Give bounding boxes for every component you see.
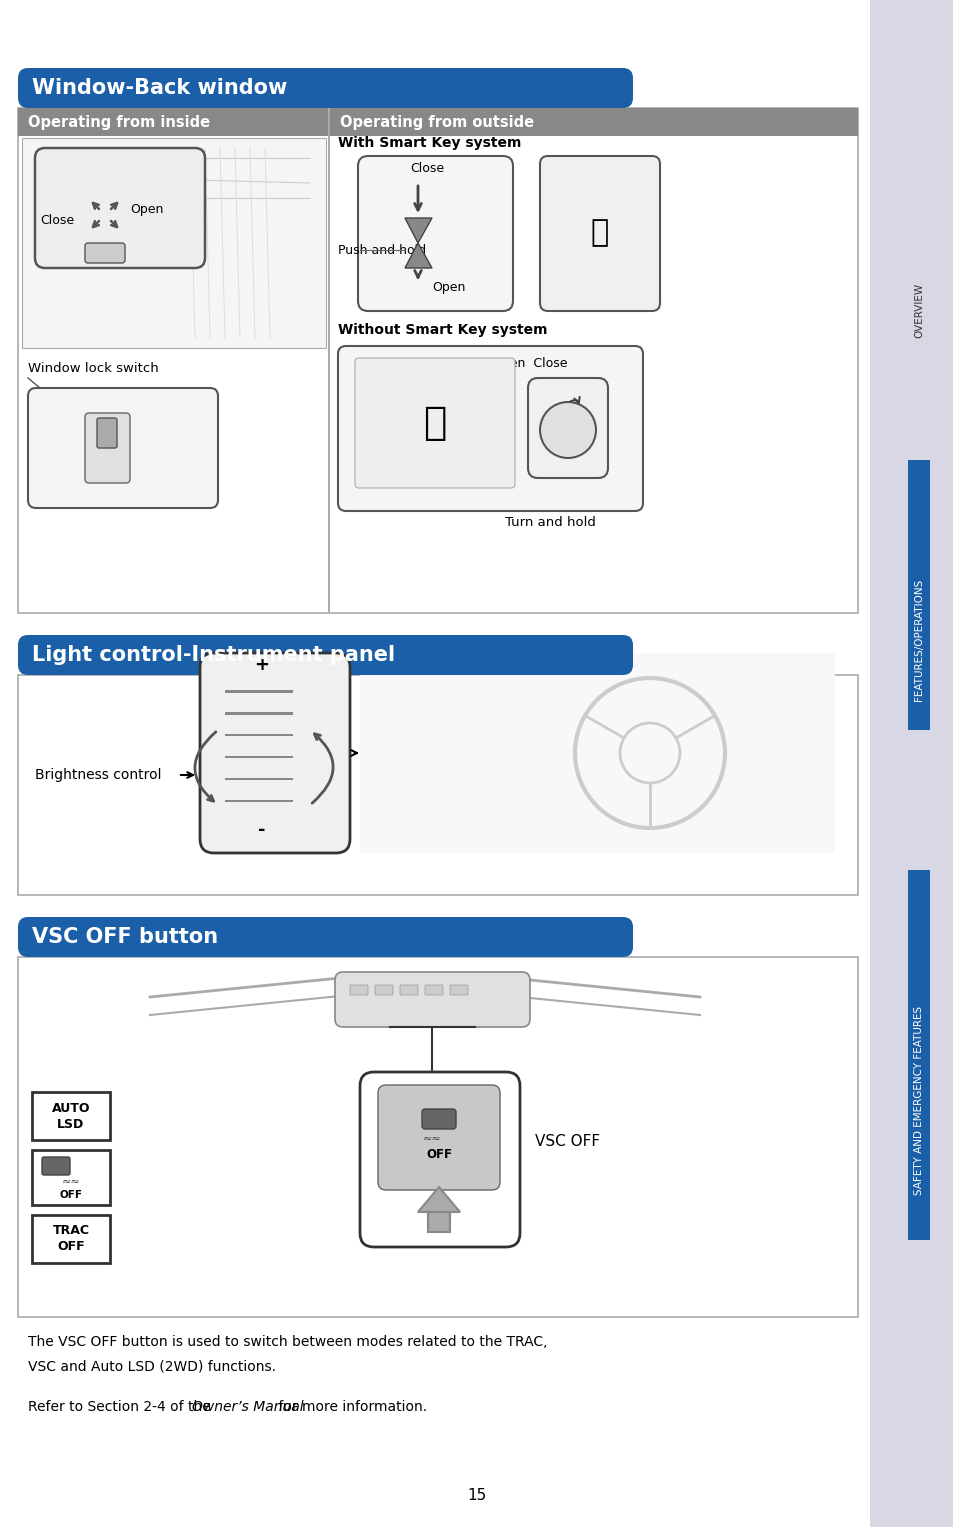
Text: Light control-Instrument panel: Light control-Instrument panel [32,644,395,664]
Text: Operating from outside: Operating from outside [339,115,534,130]
Text: ≈≈: ≈≈ [422,1135,441,1144]
Text: Open  Close: Open Close [492,356,567,370]
Polygon shape [417,1186,459,1212]
Text: With Smart Key system: With Smart Key system [337,136,521,150]
Bar [225,756,293,757]
Text: AUTO
LSD: AUTO LSD [51,1101,91,1130]
FancyBboxPatch shape [18,635,633,675]
FancyBboxPatch shape [355,357,515,489]
Text: 🚙: 🚙 [590,218,608,247]
Bar [32,1215,110,1263]
FancyBboxPatch shape [28,388,218,508]
Bar [907,460,929,730]
Bar [225,777,293,780]
Text: 🚙: 🚙 [423,405,446,441]
Bar [225,712,293,715]
Text: ▲: ▲ [434,1112,444,1125]
FancyBboxPatch shape [97,418,117,447]
Text: +: + [254,657,269,673]
Bar [18,108,330,136]
Text: VSC OFF: VSC OFF [535,1135,599,1150]
Bar [330,108,857,136]
Text: Brightness control: Brightness control [35,768,161,782]
Bar [18,957,857,1316]
FancyBboxPatch shape [539,156,659,312]
FancyBboxPatch shape [35,148,205,269]
FancyBboxPatch shape [399,985,417,996]
Bar [18,108,857,612]
Bar [225,690,293,693]
Text: FEATURES/OPERATIONS: FEATURES/OPERATIONS [913,579,923,701]
FancyBboxPatch shape [357,156,513,312]
Text: OVERVIEW: OVERVIEW [913,282,923,337]
FancyBboxPatch shape [85,243,125,263]
Text: Open: Open [432,281,465,295]
Bar [869,0,953,1527]
Polygon shape [405,243,432,269]
FancyBboxPatch shape [200,654,350,854]
Polygon shape [405,218,432,243]
Bar [907,870,929,1240]
Text: Owner’s Manual: Owner’s Manual [192,1400,303,1414]
FancyBboxPatch shape [335,973,530,1028]
FancyBboxPatch shape [421,1109,456,1128]
FancyBboxPatch shape [350,985,368,996]
FancyBboxPatch shape [375,985,393,996]
Circle shape [539,402,596,458]
FancyBboxPatch shape [359,1072,519,1248]
Text: VSC and Auto LSD (2WD) functions.: VSC and Auto LSD (2WD) functions. [28,1359,275,1373]
Bar [22,137,326,348]
Bar [32,1092,110,1141]
Text: Close: Close [40,214,74,226]
Bar [32,1150,110,1205]
FancyBboxPatch shape [42,1157,70,1174]
Text: Without Smart Key system: Without Smart Key system [337,324,547,337]
Text: ≈≈: ≈≈ [62,1177,80,1186]
Text: -: - [258,822,266,838]
Text: The VSC OFF button is used to switch between modes related to the TRAC,: The VSC OFF button is used to switch bet… [28,1335,547,1348]
Text: Refer to Section 2-4 of the: Refer to Section 2-4 of the [28,1400,214,1414]
Text: SAFETY AND EMERGENCY FEATURES: SAFETY AND EMERGENCY FEATURES [913,1005,923,1194]
FancyBboxPatch shape [337,347,642,512]
FancyBboxPatch shape [377,1086,499,1190]
Text: for more information.: for more information. [274,1400,426,1414]
Text: Window lock switch: Window lock switch [28,362,158,374]
FancyBboxPatch shape [18,918,633,957]
FancyBboxPatch shape [450,985,468,996]
Bar [328,108,330,612]
Text: Operating from inside: Operating from inside [28,115,210,130]
Text: 15: 15 [467,1487,486,1503]
Text: Open: Open [130,203,163,217]
FancyBboxPatch shape [527,379,607,478]
Bar [359,654,834,854]
Bar [428,1212,450,1232]
Bar [18,675,857,895]
FancyBboxPatch shape [18,69,633,108]
Text: VSC OFF button: VSC OFF button [32,927,218,947]
Text: Turn and hold: Turn and hold [504,516,595,530]
Bar [225,734,293,736]
Text: OFF: OFF [59,1190,82,1200]
Text: Window-Back window: Window-Back window [32,78,287,98]
Text: Close: Close [410,162,444,174]
FancyBboxPatch shape [424,985,442,996]
Text: OFF: OFF [426,1148,452,1162]
Text: TRAC
OFF: TRAC OFF [52,1225,90,1254]
FancyBboxPatch shape [85,412,130,483]
Text: Push and hold: Push and hold [337,243,426,257]
